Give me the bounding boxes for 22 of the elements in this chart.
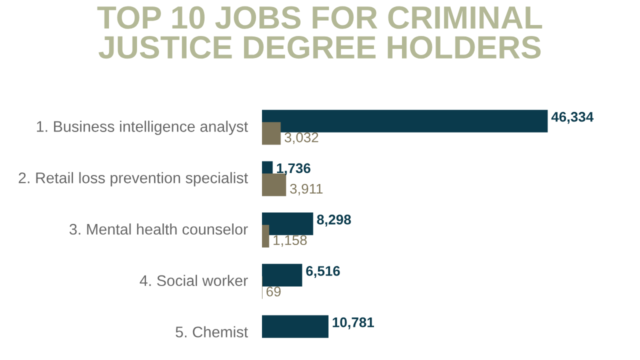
bar <box>262 264 302 287</box>
data-label: 46,334 <box>551 112 594 124</box>
data-label: 1,158 <box>274 235 307 247</box>
data-label: 6,516 <box>306 266 340 278</box>
data-label: 3,911 <box>290 184 323 196</box>
bar <box>262 224 270 248</box>
data-label: 1,736 <box>277 163 310 176</box>
bar <box>262 174 286 196</box>
y-tick-label: 5. Chemist <box>176 326 248 338</box>
data-label: 69 <box>266 286 281 296</box>
data-label: 10,781 <box>332 317 374 330</box>
y-tick-label: 1. Business intelligence analyst <box>36 120 248 135</box>
y-tick-label: 2. Retail loss prevention specialist <box>18 172 248 186</box>
bar <box>262 315 328 338</box>
bar <box>262 212 314 236</box>
data-label: 3,032 <box>284 132 318 144</box>
bar <box>262 110 548 132</box>
y-tick-label: 3. Mental health counselor <box>70 223 248 235</box>
data-label: 8,298 <box>317 214 351 227</box>
chart-title: TOP 10 JOBS FOR CRIMINAL JUSTICE DEGREE HOLDERS <box>97 6 542 59</box>
bar <box>262 122 281 145</box>
y-tick-label: 4. Social worker <box>140 274 248 286</box>
